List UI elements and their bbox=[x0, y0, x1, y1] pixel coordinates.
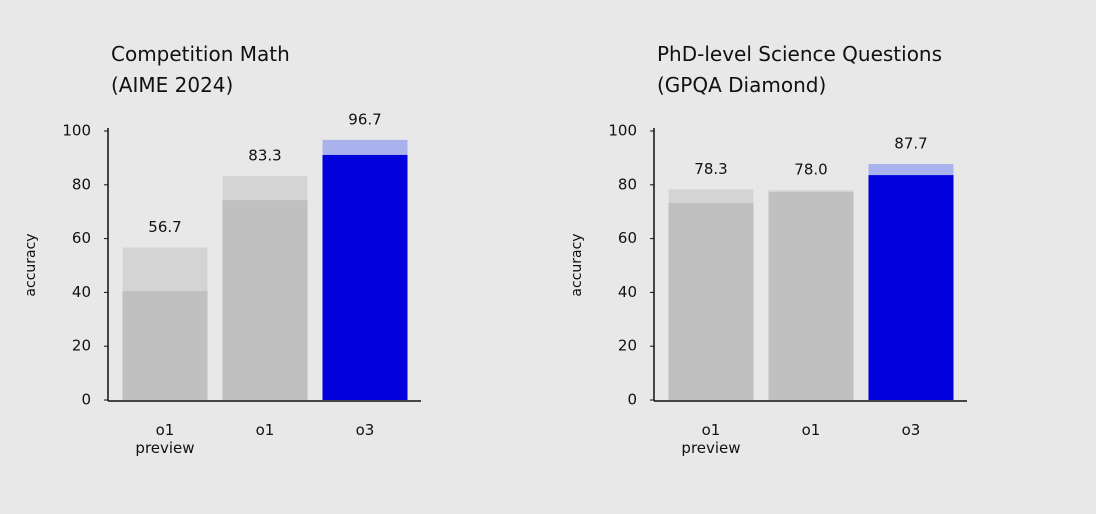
y-tick-label: 100 bbox=[608, 122, 637, 140]
bar bbox=[322, 154, 408, 400]
y-tick-label: 20 bbox=[618, 337, 637, 355]
bar bbox=[668, 203, 754, 400]
y-tick-label: 0 bbox=[627, 391, 637, 409]
value-label: 56.7 bbox=[148, 218, 181, 236]
value-label: 83.3 bbox=[248, 146, 281, 164]
value-label: 78.0 bbox=[794, 161, 827, 179]
y-tick-label: 0 bbox=[81, 391, 91, 409]
x-tick-label: o1 preview bbox=[681, 421, 741, 457]
x-tick-label: o3 bbox=[355, 421, 375, 439]
value-label: 87.7 bbox=[894, 135, 927, 153]
y-axis-label: accuracy bbox=[569, 233, 585, 296]
chart-title: Competition Math (AIME 2024) bbox=[111, 42, 290, 97]
y-tick-label: 100 bbox=[62, 122, 91, 140]
bar bbox=[768, 192, 854, 400]
x-tick-label: o3 bbox=[901, 421, 921, 439]
bar bbox=[122, 291, 208, 400]
y-tick-label: 80 bbox=[618, 175, 637, 193]
y-axis-label: accuracy bbox=[23, 233, 39, 296]
y-tick-label: 20 bbox=[72, 337, 91, 355]
chart-title: PhD-level Science Questions (GPQA Diamon… bbox=[657, 42, 943, 97]
y-tick-label: 80 bbox=[72, 175, 91, 193]
bar bbox=[868, 175, 954, 400]
y-tick-label: 60 bbox=[72, 229, 91, 247]
y-tick-label: 40 bbox=[618, 283, 637, 301]
x-tick-label: o1 preview bbox=[135, 421, 195, 457]
x-tick-label: o1 bbox=[801, 421, 821, 439]
y-tick-label: 60 bbox=[618, 229, 637, 247]
value-label: 78.3 bbox=[694, 160, 727, 178]
bar bbox=[222, 200, 308, 400]
y-tick-label: 40 bbox=[72, 283, 91, 301]
x-tick-label: o1 bbox=[255, 421, 275, 439]
value-label: 96.7 bbox=[348, 110, 381, 128]
